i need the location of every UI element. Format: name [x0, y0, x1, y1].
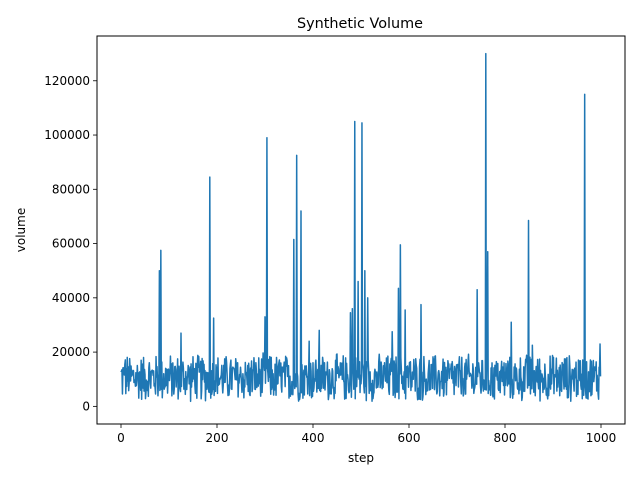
- y-tick-label: 120000: [44, 74, 90, 88]
- x-tick-label: 800: [494, 431, 517, 445]
- volume-spike-point: [308, 340, 310, 342]
- volume-spike-point: [528, 220, 530, 222]
- volume-spike-point: [476, 289, 478, 291]
- y-tick-label: 80000: [52, 182, 90, 196]
- x-tick-label: 400: [302, 431, 325, 445]
- volume-spike-point: [364, 270, 366, 272]
- volume-spike-point: [213, 317, 215, 319]
- volume-spike-point: [397, 287, 399, 289]
- y-tick-label: 0: [82, 399, 90, 413]
- volume-spike-point: [209, 176, 211, 178]
- volume-spike-point: [349, 312, 351, 314]
- plot-frame: [96, 35, 626, 425]
- y-axis: 0 20000 40000 60000 80000 100000 120000: [44, 74, 97, 413]
- volume-spike-point: [266, 137, 268, 139]
- volume-spike-point: [293, 238, 295, 240]
- volume-spike-point: [367, 297, 369, 299]
- x-tick-label: 1000: [586, 431, 617, 445]
- volume-spike-point: [361, 122, 363, 124]
- volume-spike-point: [399, 244, 401, 246]
- x-axis: 0 200 400 600 800 1000: [117, 424, 616, 445]
- x-tick-label: 200: [206, 431, 229, 445]
- y-tick-label: 100000: [44, 128, 90, 142]
- x-tick-label: 600: [398, 431, 421, 445]
- volume-spike-point: [158, 270, 160, 272]
- series-volume: [120, 52, 602, 403]
- volume-spike-point: [485, 53, 487, 55]
- volume-spike-point: [300, 210, 302, 212]
- y-tick-label: 40000: [52, 291, 90, 305]
- volume-spike-point: [318, 329, 320, 331]
- volume-spike-point: [584, 93, 586, 95]
- volume-spike-point: [124, 363, 126, 365]
- volume-spike-point: [420, 304, 422, 306]
- plot-area: [96, 35, 626, 425]
- volume-spike-point: [351, 308, 353, 310]
- volume-spike-point: [354, 120, 356, 122]
- volume-spike-point: [160, 249, 162, 251]
- chart-title: Synthetic Volume: [297, 16, 423, 32]
- y-tick-label: 20000: [52, 345, 90, 359]
- volume-spike-point: [599, 343, 601, 345]
- volume-spike-point: [404, 309, 406, 311]
- volume-spike-point: [510, 321, 512, 323]
- y-axis-label: volume: [14, 208, 28, 252]
- y-tick-label: 60000: [52, 237, 90, 251]
- volume-spike-point: [391, 331, 393, 333]
- volume-spike-point: [180, 332, 182, 334]
- volume-spike-point: [357, 281, 359, 283]
- volume-spike-point: [531, 344, 533, 346]
- volume-spike-point: [296, 154, 298, 156]
- volume-spike-point: [264, 316, 266, 318]
- volume-spike-point: [487, 251, 489, 253]
- x-axis-label: step: [348, 451, 374, 465]
- volume-line: [120, 52, 602, 403]
- x-tick-label: 0: [117, 431, 125, 445]
